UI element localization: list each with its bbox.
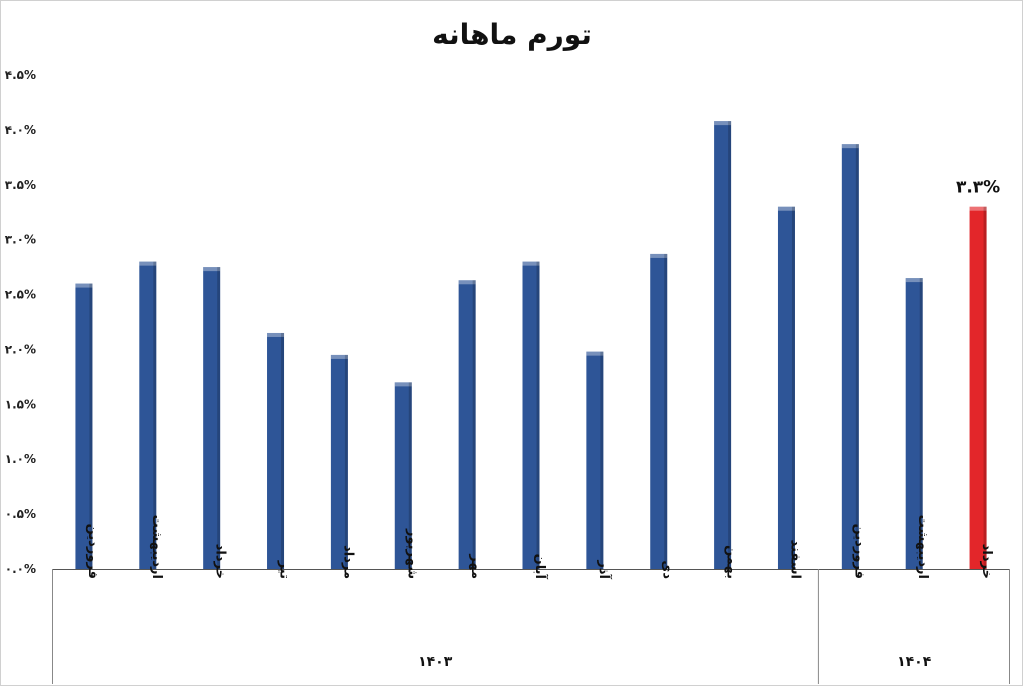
x-tick-label: اردیبهشت [149,515,164,579]
bar-rect [586,351,604,569]
bar [650,253,668,569]
y-tick-label: ۳.۰% [5,233,36,247]
bar-shade [89,283,93,569]
bar [777,206,795,569]
y-tick-label: ۴.۰% [5,123,36,137]
x-tick-label: آذر [596,559,613,579]
y-tick-label: ۱.۰% [5,452,36,466]
bar-shade [664,253,668,569]
bar-highlight [139,261,157,266]
bar-shade [919,278,923,569]
bar-rect [75,283,93,569]
bar-shade [983,206,987,569]
x-tick-label: مرداد [340,545,355,579]
x-tick-label: شهریور [404,528,419,579]
x-tick-label: اسفند [787,540,802,579]
bar-rect [267,332,285,569]
bar-rect [330,354,348,569]
y-tick-label: ۰.۰% [5,562,36,576]
bar-rect [969,206,987,569]
bar [267,332,285,569]
bar-rect [714,121,732,570]
bar-highlight [267,332,285,337]
bar-shade [536,261,540,569]
x-tick-label: مهر [468,553,483,579]
bar-highlight [330,354,348,359]
bar-shade [153,261,157,569]
bar-rect [522,261,540,569]
year-groups: ۱۴۰۳ ۱۴۰۴ [418,654,932,670]
bars [75,121,987,570]
bar [714,121,732,570]
bar-shade [728,121,732,570]
bar-rect [841,144,859,569]
x-tick-label: خرداد [213,544,228,579]
y-tick-label: ۲.۰% [5,342,36,356]
x-tick-label: اردیبهشت [915,515,930,579]
bar-rect [458,280,476,569]
y-tick-label: ۰.۵% [5,507,36,521]
bar-rect [777,206,795,569]
bar-rect [394,382,412,569]
chart-title: تورم ماهانه [432,18,592,51]
bar-shade [344,354,348,569]
bar-highlight [650,253,668,258]
bar-rect [203,267,221,569]
data-label: ۳.۳% [956,178,1000,198]
bar [139,261,157,569]
x-tick-label: آبان [532,554,549,580]
y-tick-label: ۲.۵% [5,288,36,302]
x-tick-label: دی [660,560,675,579]
bar [203,267,221,569]
bar-highlight [905,278,923,283]
bar [969,206,987,569]
bar-shade [281,332,285,569]
bar-shade [472,280,476,569]
group-label: ۱۴۰۴ [897,654,932,670]
bar-highlight [458,280,476,285]
bar [841,144,859,569]
bar-highlight [777,206,795,211]
group-label: ۱۴۰۳ [418,654,453,670]
bar-highlight [714,121,732,126]
x-axis-tick-labels: فروردین اردیبهشت خرداد تیر مرداد شهریور مهر آبا… [85,515,994,580]
bar-highlight [841,144,859,149]
bar-shade [600,351,604,569]
bar-shade [408,382,412,569]
y-tick-label: ۳.۵% [5,178,36,192]
bar-rect [139,261,157,569]
bar [394,382,412,569]
x-tick-label: تیر [277,560,292,579]
bar-highlight [522,261,540,266]
bar-rect [905,278,923,569]
x-tick-label: فروردین [85,524,100,579]
y-axis-tick-labels: ۰.۰% ۰.۵% ۱.۰% ۱.۵% ۲.۰% ۲.۵% ۳.۰% ۳.۵% ۴.۰% ۴.۵% [5,68,36,576]
x-tick-label: خرداد [979,544,994,579]
y-tick-label: ۱.۵% [5,397,36,411]
bar-shade [217,267,221,569]
bar-shade [791,206,795,569]
bar [586,351,604,569]
bar [905,278,923,569]
bar [522,261,540,569]
bar [330,354,348,569]
data-labels: ۳.۳% [956,178,1000,198]
y-tick-label: ۴.۵% [5,68,36,82]
bar-highlight [203,267,221,272]
bar-highlight [75,283,93,288]
bar-highlight [969,206,987,211]
bar-rect [650,253,668,569]
bar [75,283,93,569]
bar-highlight [394,382,412,387]
bar [458,280,476,569]
bar-highlight [586,351,604,356]
x-tick-label: فروردین [851,524,866,579]
bar-shade [855,144,859,569]
x-tick-label: بهمن [724,545,739,579]
